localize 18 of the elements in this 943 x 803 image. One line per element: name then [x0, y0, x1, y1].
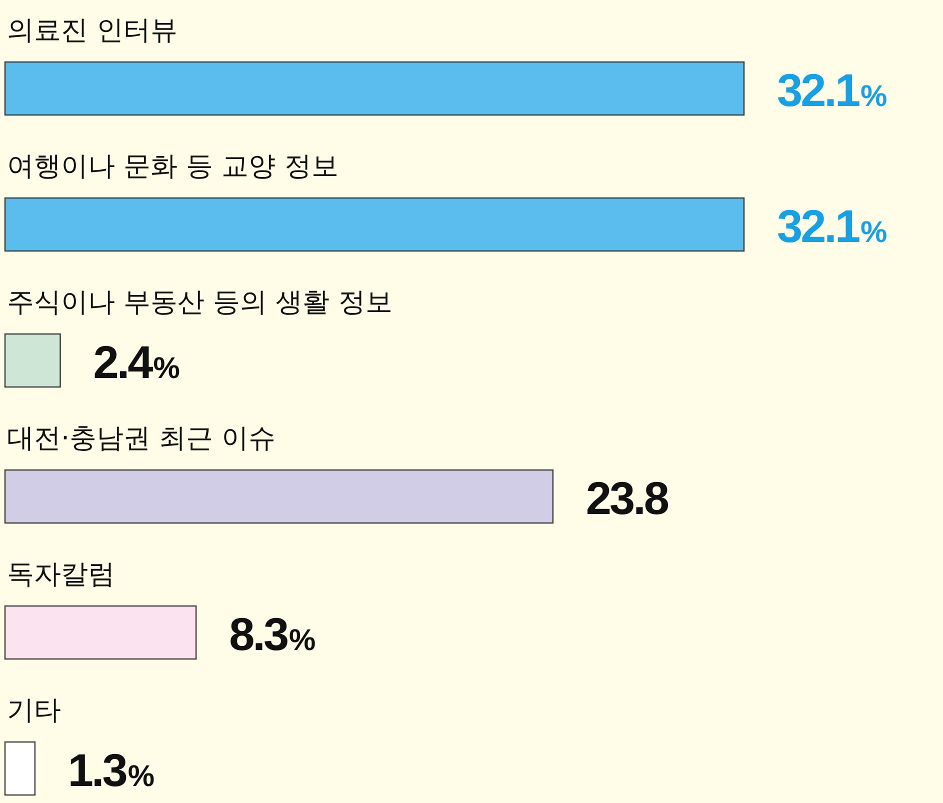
data-label: 32.1%: [777, 200, 888, 252]
data-label: 1.3%: [68, 744, 155, 796]
data-label: 8.3%: [229, 608, 316, 660]
bar: [4, 741, 36, 796]
bar: [4, 197, 745, 252]
bar: [4, 333, 61, 388]
data-label: 32.1%: [777, 64, 888, 116]
y-tick-label: 의료진 인터뷰: [7, 15, 178, 46]
bar: [4, 469, 554, 524]
y-tick-label: 주식이나 부동산 등의 생활 정보: [7, 287, 392, 318]
bar: [4, 61, 745, 116]
bar: [4, 605, 197, 660]
y-tick-label: 기타: [7, 695, 61, 726]
y-tick-label: 여행이나 문화 등 교양 정보: [7, 151, 338, 182]
y-tick-label: 독자칼럼: [7, 559, 115, 590]
data-label: 2.4%: [93, 336, 180, 388]
y-tick-label: 대전·충남권 최근 이슈: [7, 423, 276, 454]
data-label: 23.8: [586, 472, 669, 524]
